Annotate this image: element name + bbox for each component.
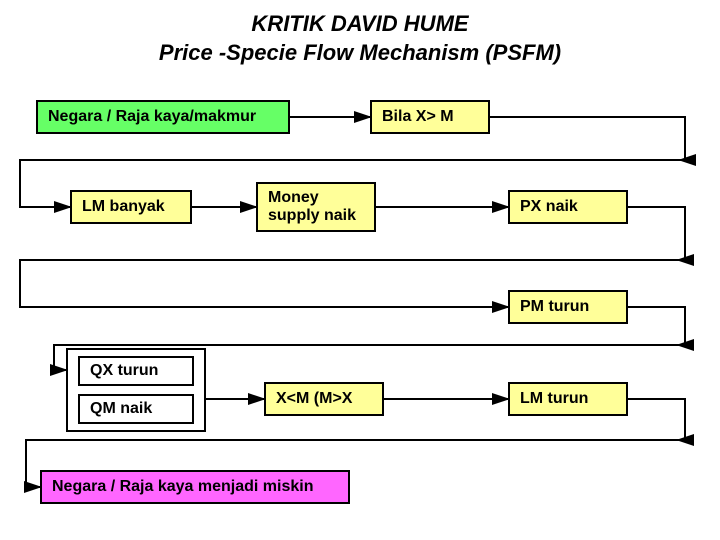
node-label: PM turun — [520, 298, 589, 316]
node-negara-miskin: Negara / Raja kaya menjadi miskin — [40, 470, 350, 504]
node-label: PX naik — [520, 198, 578, 216]
node-label: Negara / Raja kaya/makmur — [48, 108, 256, 126]
node-bila-xm: Bila X> M — [370, 100, 490, 134]
diagram-title: KRITIK DAVID HUME Price -Specie Flow Mec… — [0, 0, 720, 67]
node-pm-turun: PM turun — [508, 290, 628, 324]
node-label: QM naik — [90, 400, 152, 418]
node-qm-naik: QM naik — [78, 394, 194, 424]
node-money-supply: Money supply naik — [256, 182, 376, 232]
node-label: Negara / Raja kaya menjadi miskin — [52, 478, 313, 496]
title-line2: Price -Specie Flow Mechanism (PSFM) — [0, 39, 720, 68]
title-line1: KRITIK DAVID HUME — [0, 10, 720, 39]
arrows-layer — [0, 0, 720, 540]
node-px-naik: PX naik — [508, 190, 628, 224]
node-xm-mx: X<M (M>X — [264, 382, 384, 416]
node-lm-turun: LM turun — [508, 382, 628, 416]
node-lm-banyak: LM banyak — [70, 190, 192, 224]
node-qx-turun: QX turun — [78, 356, 194, 386]
node-label: Bila X> M — [382, 108, 454, 126]
node-label: LM banyak — [82, 198, 165, 216]
node-label: LM turun — [520, 390, 588, 408]
node-label: Money supply naik — [268, 189, 364, 225]
node-label: X<M (M>X — [276, 390, 352, 408]
node-negara-kaya: Negara / Raja kaya/makmur — [36, 100, 290, 134]
node-label: QX turun — [90, 362, 158, 380]
